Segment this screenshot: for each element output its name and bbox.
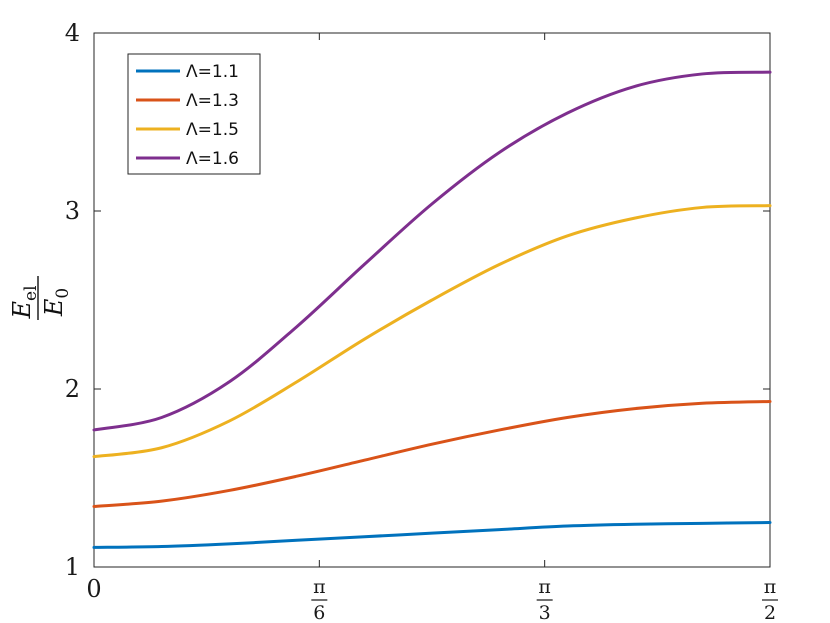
x-tick-label: 0	[86, 575, 101, 603]
series-line-1	[92, 521, 772, 549]
x-tick-label-denominator: 3	[539, 602, 551, 623]
x-tick-label: π3	[536, 576, 553, 623]
y-label-numerator-sub: el	[21, 285, 41, 301]
x-tick-label-denominator: 6	[313, 602, 325, 623]
y-tick-label: 1	[65, 553, 80, 581]
x-tick-label-numerator: π	[764, 576, 777, 598]
y-label-numerator: Eel	[8, 285, 41, 319]
x-tick-label: π6	[311, 576, 328, 623]
legend-label-3: Λ=1.5	[186, 120, 239, 140]
y-label-denominator-sub: 0	[53, 288, 73, 299]
plot-frame	[93, 32, 771, 568]
x-tick-label-denominator: 2	[764, 602, 776, 623]
legend-label-2: Λ=1.3	[186, 91, 239, 111]
y-tick-label: 4	[65, 19, 80, 47]
x-tick-label-numerator: π	[313, 576, 326, 598]
legend-box	[127, 53, 261, 175]
series-layer	[92, 70, 772, 549]
series-line-3	[92, 204, 772, 459]
y-axis: 1 2 3 4	[65, 19, 770, 581]
plot-box	[93, 32, 771, 568]
x-tick-label-numerator: π	[538, 576, 551, 598]
legend-label-1: Λ=1.1	[186, 62, 239, 82]
y-tick-label: 2	[65, 375, 80, 403]
y-label-denominator: E0	[40, 288, 73, 317]
series-line-2	[92, 399, 772, 508]
series-line-4	[92, 70, 772, 432]
y-tick-label: 3	[65, 197, 80, 225]
legend-label-4: Λ=1.6	[186, 149, 239, 169]
legend: Λ=1.1 Λ=1.3 Λ=1.5 Λ=1.6	[127, 53, 261, 175]
x-tick-label: π2	[762, 576, 778, 623]
